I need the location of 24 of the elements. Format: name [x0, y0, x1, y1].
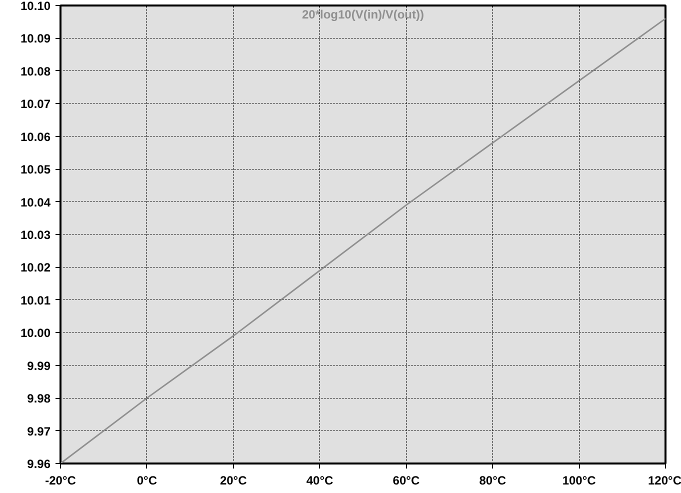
x-tick-label: 60°C: [392, 474, 420, 488]
y-tick-label: 9.97: [27, 424, 51, 438]
y-tick-label: 9.99: [27, 358, 51, 373]
y-tick-label: 10.07: [20, 97, 51, 112]
x-tick-label: 100°C: [562, 474, 596, 488]
x-tick-label: -20°C: [45, 474, 76, 488]
y-tick-label: 9.98: [27, 392, 51, 406]
y-tick-label: 10.04: [20, 195, 51, 210]
x-tick-label: 120°C: [648, 474, 681, 488]
y-tick-label: 10.09: [20, 32, 51, 46]
x-tick-label: 0°C: [136, 474, 158, 488]
y-tick-label: 10.02: [20, 260, 51, 275]
y-tick-label: 9.96: [27, 457, 51, 471]
y-tick-label: 10.03: [20, 228, 51, 242]
y-tick-label: 10.00: [20, 326, 51, 340]
chart-title: 20*log10(V(in)/V(out)): [302, 8, 424, 22]
y-tick-label: 10.08: [20, 64, 51, 78]
x-tick-label: 20°C: [220, 474, 248, 488]
x-tick-label: 40°C: [306, 474, 334, 488]
y-tick-label: 10.06: [20, 130, 51, 144]
y-tick-label: 10.01: [20, 293, 51, 308]
x-tick-label: 80°C: [479, 474, 506, 488]
y-tick-label: 10.05: [20, 162, 51, 177]
y-tick-label: 10.10: [20, 0, 51, 13]
